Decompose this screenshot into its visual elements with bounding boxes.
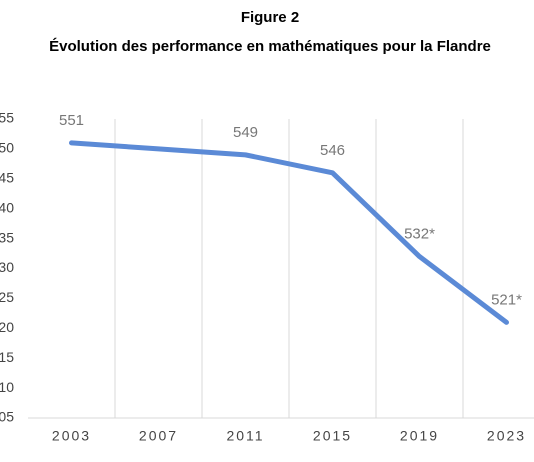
data-label: 549: [233, 124, 258, 141]
data-label: 532*: [404, 226, 435, 243]
y-tick-label: 535: [0, 229, 14, 245]
y-tick-label: 510: [0, 379, 14, 395]
data-line: [69, 140, 509, 325]
data-label: 546: [320, 142, 345, 159]
y-tick-label: 515: [0, 349, 14, 365]
data-label: 521*: [491, 291, 522, 308]
y-tick-label: 555: [0, 110, 14, 126]
y-tick-label: 520: [0, 319, 14, 335]
y-tick-label: 525: [0, 289, 14, 305]
x-tick-label: 2003: [52, 428, 91, 444]
y-tick-label: 545: [0, 170, 14, 186]
x-tick-label: 2023: [487, 428, 526, 444]
chart-title: Figure 2: [241, 9, 299, 26]
x-tick-label: 2019: [400, 428, 439, 444]
x-tick-label: 2007: [139, 428, 178, 444]
x-tick-label: 2015: [313, 428, 352, 444]
y-tick-label: 505: [0, 409, 14, 425]
x-tick-label: 2011: [226, 428, 264, 444]
y-tick-label: 550: [0, 140, 14, 156]
y-tick-label: 530: [0, 259, 14, 275]
chart-subtitle: Évolution des performance en mathématiqu…: [49, 38, 491, 55]
y-tick-label: 540: [0, 199, 14, 215]
data-label: 551: [59, 112, 84, 129]
